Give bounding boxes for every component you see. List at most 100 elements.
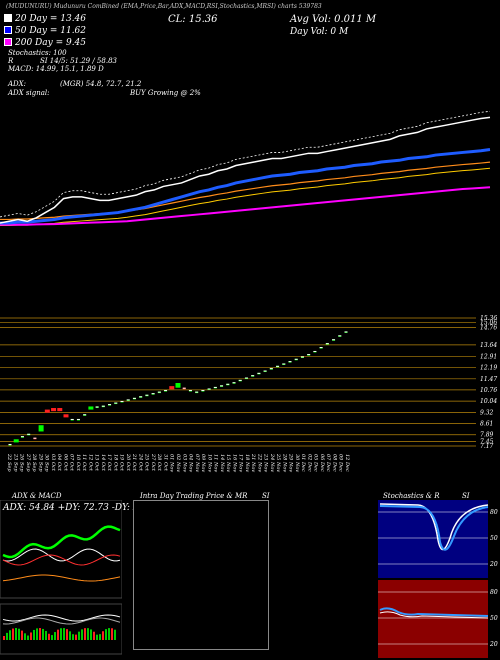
date-tick-label: 23 Sep bbox=[12, 453, 18, 472]
price-candle-tick bbox=[33, 437, 37, 439]
date-tick-label: 19 Oct bbox=[119, 454, 125, 472]
price-tick-label: 13.64 bbox=[480, 342, 497, 349]
avg-volume: Avg Vol: 0.011 M bbox=[290, 14, 377, 25]
price-candle-tick bbox=[344, 331, 348, 333]
adx-macd-panel bbox=[0, 500, 122, 655]
price-candle-tick bbox=[319, 347, 323, 349]
macd-histogram-bar bbox=[96, 634, 98, 640]
adx-macd-title: ADX & MACD bbox=[12, 492, 62, 500]
macd-histogram-bar bbox=[54, 632, 56, 640]
macd-histogram-bar bbox=[99, 634, 101, 640]
date-tick-label: 24 Nov bbox=[269, 453, 275, 472]
date-tick-label: 01 Dec bbox=[300, 454, 306, 472]
price-candle bbox=[38, 425, 44, 432]
price-candle bbox=[63, 414, 69, 418]
macd-histogram-bar bbox=[45, 630, 47, 640]
date-tick-label: 27 Sep bbox=[25, 453, 31, 472]
macd-histogram-bar bbox=[36, 628, 38, 640]
rsi-label: R bbox=[8, 57, 14, 65]
date-tick-label: 09 Nov bbox=[200, 454, 206, 472]
date-tick-label: 10 Nov bbox=[206, 454, 212, 472]
ema-series-line-2 bbox=[0, 186, 491, 226]
price-candle bbox=[57, 408, 63, 412]
date-tick-label: 02 Nov bbox=[175, 454, 181, 472]
adx-dy-line bbox=[2, 548, 121, 562]
date-axis: 22 Sep 23 Sep 26 Sep 27 Sep 28 Sep 29 Sep 30 S… bbox=[6, 453, 350, 472]
close-price: CL: 15.36 bbox=[168, 14, 218, 25]
price-tick-label: 9.32 bbox=[480, 409, 494, 416]
price-candle-tick bbox=[27, 433, 31, 435]
date-tick-label: 18 Oct bbox=[112, 454, 118, 472]
date-tick-label: 21 Oct bbox=[131, 453, 137, 472]
date-tick-label: 29 Nov bbox=[288, 453, 294, 472]
date-tick-label: 01 Nov bbox=[169, 454, 175, 472]
date-tick-label: 24 Oct bbox=[137, 453, 143, 472]
price-candle-tick bbox=[95, 406, 99, 408]
price-tick-label: 10.76 bbox=[480, 387, 497, 394]
date-tick-label: 11 Nov bbox=[213, 454, 219, 472]
price-candle-tick bbox=[207, 388, 211, 390]
macd-histogram-bar bbox=[6, 632, 8, 640]
macd-histogram-bar bbox=[69, 631, 71, 640]
price-candle-tick bbox=[257, 372, 261, 374]
macd-histogram-bar bbox=[12, 628, 14, 640]
date-tick-label: 23 Nov bbox=[263, 453, 269, 472]
date-tick-label: 20 Oct bbox=[125, 453, 131, 472]
macd-histogram-bar bbox=[51, 635, 53, 640]
macd-histogram-bar bbox=[108, 628, 110, 640]
price-tick-label: 7.89 bbox=[480, 432, 494, 439]
price-candle-tick bbox=[114, 402, 118, 404]
price-candle-tick bbox=[276, 365, 280, 367]
date-tick-label: 07 Dec bbox=[325, 454, 331, 472]
ema-extra-line-1 bbox=[0, 167, 491, 227]
price-candle-tick bbox=[164, 390, 168, 392]
date-tick-label: 31 Oct bbox=[162, 454, 168, 472]
macd-histogram-bar bbox=[39, 628, 41, 640]
adx-panel-frame bbox=[0, 500, 122, 599]
macd-histogram-bar bbox=[75, 634, 77, 640]
price-candle-tick bbox=[20, 436, 24, 438]
macd-histogram-bar bbox=[9, 630, 11, 640]
rsi-tick-label: 50 bbox=[490, 615, 498, 622]
date-tick-label: 04 Oct bbox=[56, 454, 62, 472]
price-candle-tick bbox=[70, 418, 74, 420]
legend-50-day: 50 Day = 11.62 bbox=[4, 26, 86, 36]
macd-histogram-bar bbox=[87, 628, 89, 640]
macd-histogram-bar bbox=[3, 636, 5, 640]
macd-histogram-bar bbox=[30, 632, 32, 640]
macd-histogram-bar bbox=[114, 629, 116, 640]
price-candle-tick bbox=[232, 382, 236, 384]
macd-histogram-bar bbox=[15, 628, 17, 640]
legend-swatch-blue-icon bbox=[4, 26, 12, 34]
date-tick-label: 28 Nov bbox=[281, 453, 287, 472]
price-candle-tick bbox=[325, 343, 329, 345]
ema-dotted-line bbox=[0, 110, 491, 218]
macd-signal-line bbox=[2, 617, 121, 625]
date-tick-label: 28 Sep bbox=[31, 453, 37, 472]
macd-histogram-bar bbox=[24, 633, 26, 640]
date-tick-label: 17 Nov bbox=[238, 454, 244, 472]
price-candle-tick bbox=[145, 394, 149, 396]
macd-line bbox=[2, 614, 121, 622]
price-candle-tick bbox=[332, 339, 336, 341]
price-candle bbox=[13, 439, 19, 443]
date-tick-label: 18 Nov bbox=[244, 454, 250, 472]
legend-200-day: 200 Day = 9.45 bbox=[4, 38, 86, 48]
price-candle-tick bbox=[157, 391, 161, 393]
header-title: (MUDUNURU) Mudunuru ComBined (EMA,Price,… bbox=[6, 3, 322, 10]
price-candle-tick bbox=[238, 379, 242, 381]
price-candle-tick bbox=[151, 393, 155, 395]
price-tick-label: 11.47 bbox=[480, 376, 497, 383]
macd-histogram-bar bbox=[27, 635, 29, 640]
stochastics-readout: Stochastics: 100 bbox=[8, 49, 67, 57]
date-tick-label: 14 Nov bbox=[219, 454, 225, 472]
mrsi-line bbox=[379, 611, 489, 619]
price-candle-tick bbox=[101, 405, 105, 407]
legend-swatch-white-icon bbox=[4, 14, 12, 22]
price-candle bbox=[88, 406, 94, 410]
macd-histogram-bar bbox=[102, 631, 104, 640]
date-tick-label: 22 Sep bbox=[6, 453, 12, 472]
price-candle-tick bbox=[338, 335, 342, 337]
adx-panel-readout: ADX: 54.84 +DY: 72.73 -DY: 21.21 bbox=[3, 503, 159, 513]
price-candle-tick bbox=[300, 356, 304, 358]
